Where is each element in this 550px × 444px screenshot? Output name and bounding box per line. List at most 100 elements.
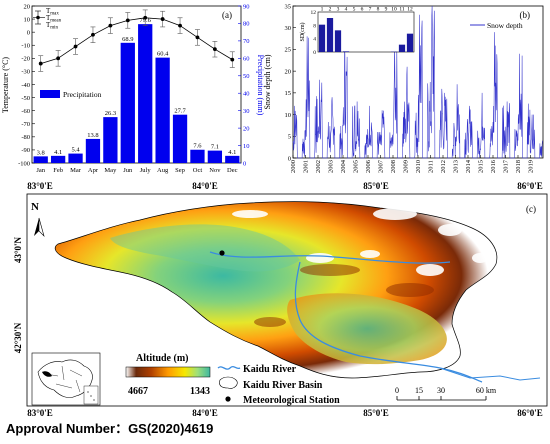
precip-value-label: 7.6 [193, 143, 202, 150]
x-tick-label: Sep [175, 167, 185, 174]
x-tick-label: July [140, 167, 152, 174]
snow-depth-line [292, 5, 543, 159]
y-tick-label: -40 [21, 82, 30, 89]
precip-bar [190, 149, 205, 163]
y2-tick-label: 30 [243, 108, 250, 115]
x-tick-label: 2002 [315, 160, 322, 173]
inset-bar [326, 18, 334, 52]
inset-month-label: 7 [369, 7, 372, 13]
panel-a-y-ticks: 20 10 0 -10 -20 -30 -40 -50 -60 -70 -80 -90 -100 [18, 3, 35, 167]
temp-mean-point [195, 35, 200, 40]
x-tick-label: 2019 [528, 160, 535, 173]
precip-bar [207, 150, 223, 163]
temp-mean-point [230, 57, 235, 62]
y-tick-label: 20 [285, 68, 292, 75]
x-tick-label: 2006 [365, 159, 372, 173]
scale-bar: 0 15 30 60 km [395, 386, 497, 401]
y-tick-label: -20 [21, 56, 30, 63]
inset-month-label: 5 [353, 7, 356, 13]
inset-bars [318, 18, 414, 52]
southern-valley [287, 293, 447, 365]
y-tick-label: 5 [288, 134, 291, 141]
precip-bar [85, 138, 101, 163]
panel-b-legend: Snow depth [470, 21, 523, 30]
x-tick-label: 2013 [453, 160, 460, 173]
snow-legend-label: Snow depth [487, 21, 523, 30]
precip-legend-swatch [40, 90, 60, 98]
precip-bar [33, 156, 48, 163]
inset-frame [317, 11, 415, 53]
precip-bar [120, 42, 135, 163]
panel-b-label: (b) [520, 10, 531, 20]
x-tick-label: 2018 [515, 160, 522, 173]
map-bottom-tick-label: 85°0'E [363, 408, 389, 418]
precip-bar [50, 155, 66, 163]
panel-a-y2-ticks: 0 10 20 30 40 50 60 70 80 90 [238, 3, 250, 167]
map-bottom-tick-label: 86°0'E [517, 408, 543, 418]
inset-month-label: 8 [377, 7, 380, 13]
precip-value-label: 5.4 [71, 147, 80, 154]
approval-number: Approval Number：GS(2020)4619 [6, 421, 214, 436]
precip-bar [68, 153, 83, 163]
x-tick-label: Jun [123, 167, 133, 174]
y2-tick-label: 40 [243, 91, 250, 98]
y-tick-label: 10 [285, 112, 292, 119]
study-area-marker [42, 371, 52, 377]
y-tick-label: 25 [285, 47, 292, 54]
x-tick-label: Aug [157, 167, 169, 174]
x-tick-label: 2005 [353, 160, 360, 173]
x-tick-label: Dec [227, 167, 238, 174]
y-tick-label: -70 [21, 121, 30, 128]
station-legend-icon [225, 396, 231, 402]
inset-month-label: 6 [361, 7, 364, 13]
panel-a-bars: 3.8 4.1 5.4 13.8 26.3 68.9 79.6 60.4 27.7 7.6 7.1 4… [33, 17, 240, 163]
precip-value-label: 68.9 [122, 36, 133, 43]
x-tick-label: 2007 [378, 159, 385, 173]
altitude-legend-title: Altitude (m) [136, 353, 189, 364]
map-bottom-tick-label: 83°0'E [27, 408, 53, 418]
panel-a-ylabel: Temperature (°C) [1, 57, 10, 114]
y2-tick-label: 60 [243, 56, 250, 63]
precip-value-label: 27.7 [174, 108, 186, 115]
x-tick-label: 2008 [390, 160, 397, 173]
x-tick-label: Mar [70, 167, 82, 174]
map-top-tick-label: 85°0'E [363, 181, 389, 191]
precip-value-label: 60.4 [157, 51, 169, 58]
altitude-low-label: 1343 [190, 386, 210, 397]
inset-month-label: 2 [329, 7, 332, 13]
map-top-tick-label: 83°0'E [27, 181, 53, 191]
x-tick-label: 2012 [440, 160, 447, 173]
y-tick-label: -30 [21, 69, 30, 76]
y2-tick-label: 10 [243, 143, 250, 150]
x-tick-label: Oct [193, 167, 203, 174]
temp-mean-point [212, 47, 217, 52]
inset-x-ticks: 1 2 3 4 5 6 7 8 9 10 11 12 [321, 7, 413, 13]
inset-month-label: 3 [337, 7, 340, 13]
river-legend-icon [217, 365, 241, 370]
precip-bar [138, 24, 153, 163]
temp-mean-point [73, 44, 78, 49]
x-tick-label: 2009 [403, 160, 410, 173]
basin-legend-label: Kaidu River Basin [243, 380, 323, 391]
svg-text:Tmax: Tmax [46, 7, 59, 17]
panel-a-x-ticks: Jan Feb Mar Apr May Jun July Aug Sep Oct Nov Dec [36, 167, 237, 174]
ridges [254, 264, 434, 327]
panel-a-frame [31, 5, 242, 164]
y2-tick-label: 50 [243, 73, 250, 80]
river-legend-label: Kaidu River [243, 364, 297, 375]
inset-bar [406, 33, 414, 52]
map-bottom-tick-label: 84°0'E [192, 408, 218, 418]
y2-tick-label: 0 [243, 160, 246, 167]
inset-bar [342, 51, 350, 52]
map-left-tick-label: 42°30'N [13, 322, 23, 353]
y-tick-label: -80 [21, 134, 30, 141]
temp-mean-point [143, 15, 148, 20]
x-tick-label: 2015 [478, 160, 485, 173]
precip-value-label: 4.1 [54, 149, 62, 156]
map-top-tick-label: 86°0'E [517, 181, 543, 191]
precip-bar [225, 155, 240, 163]
precip-value-label: 13.8 [87, 132, 98, 139]
temp-mean-point [160, 17, 165, 21]
